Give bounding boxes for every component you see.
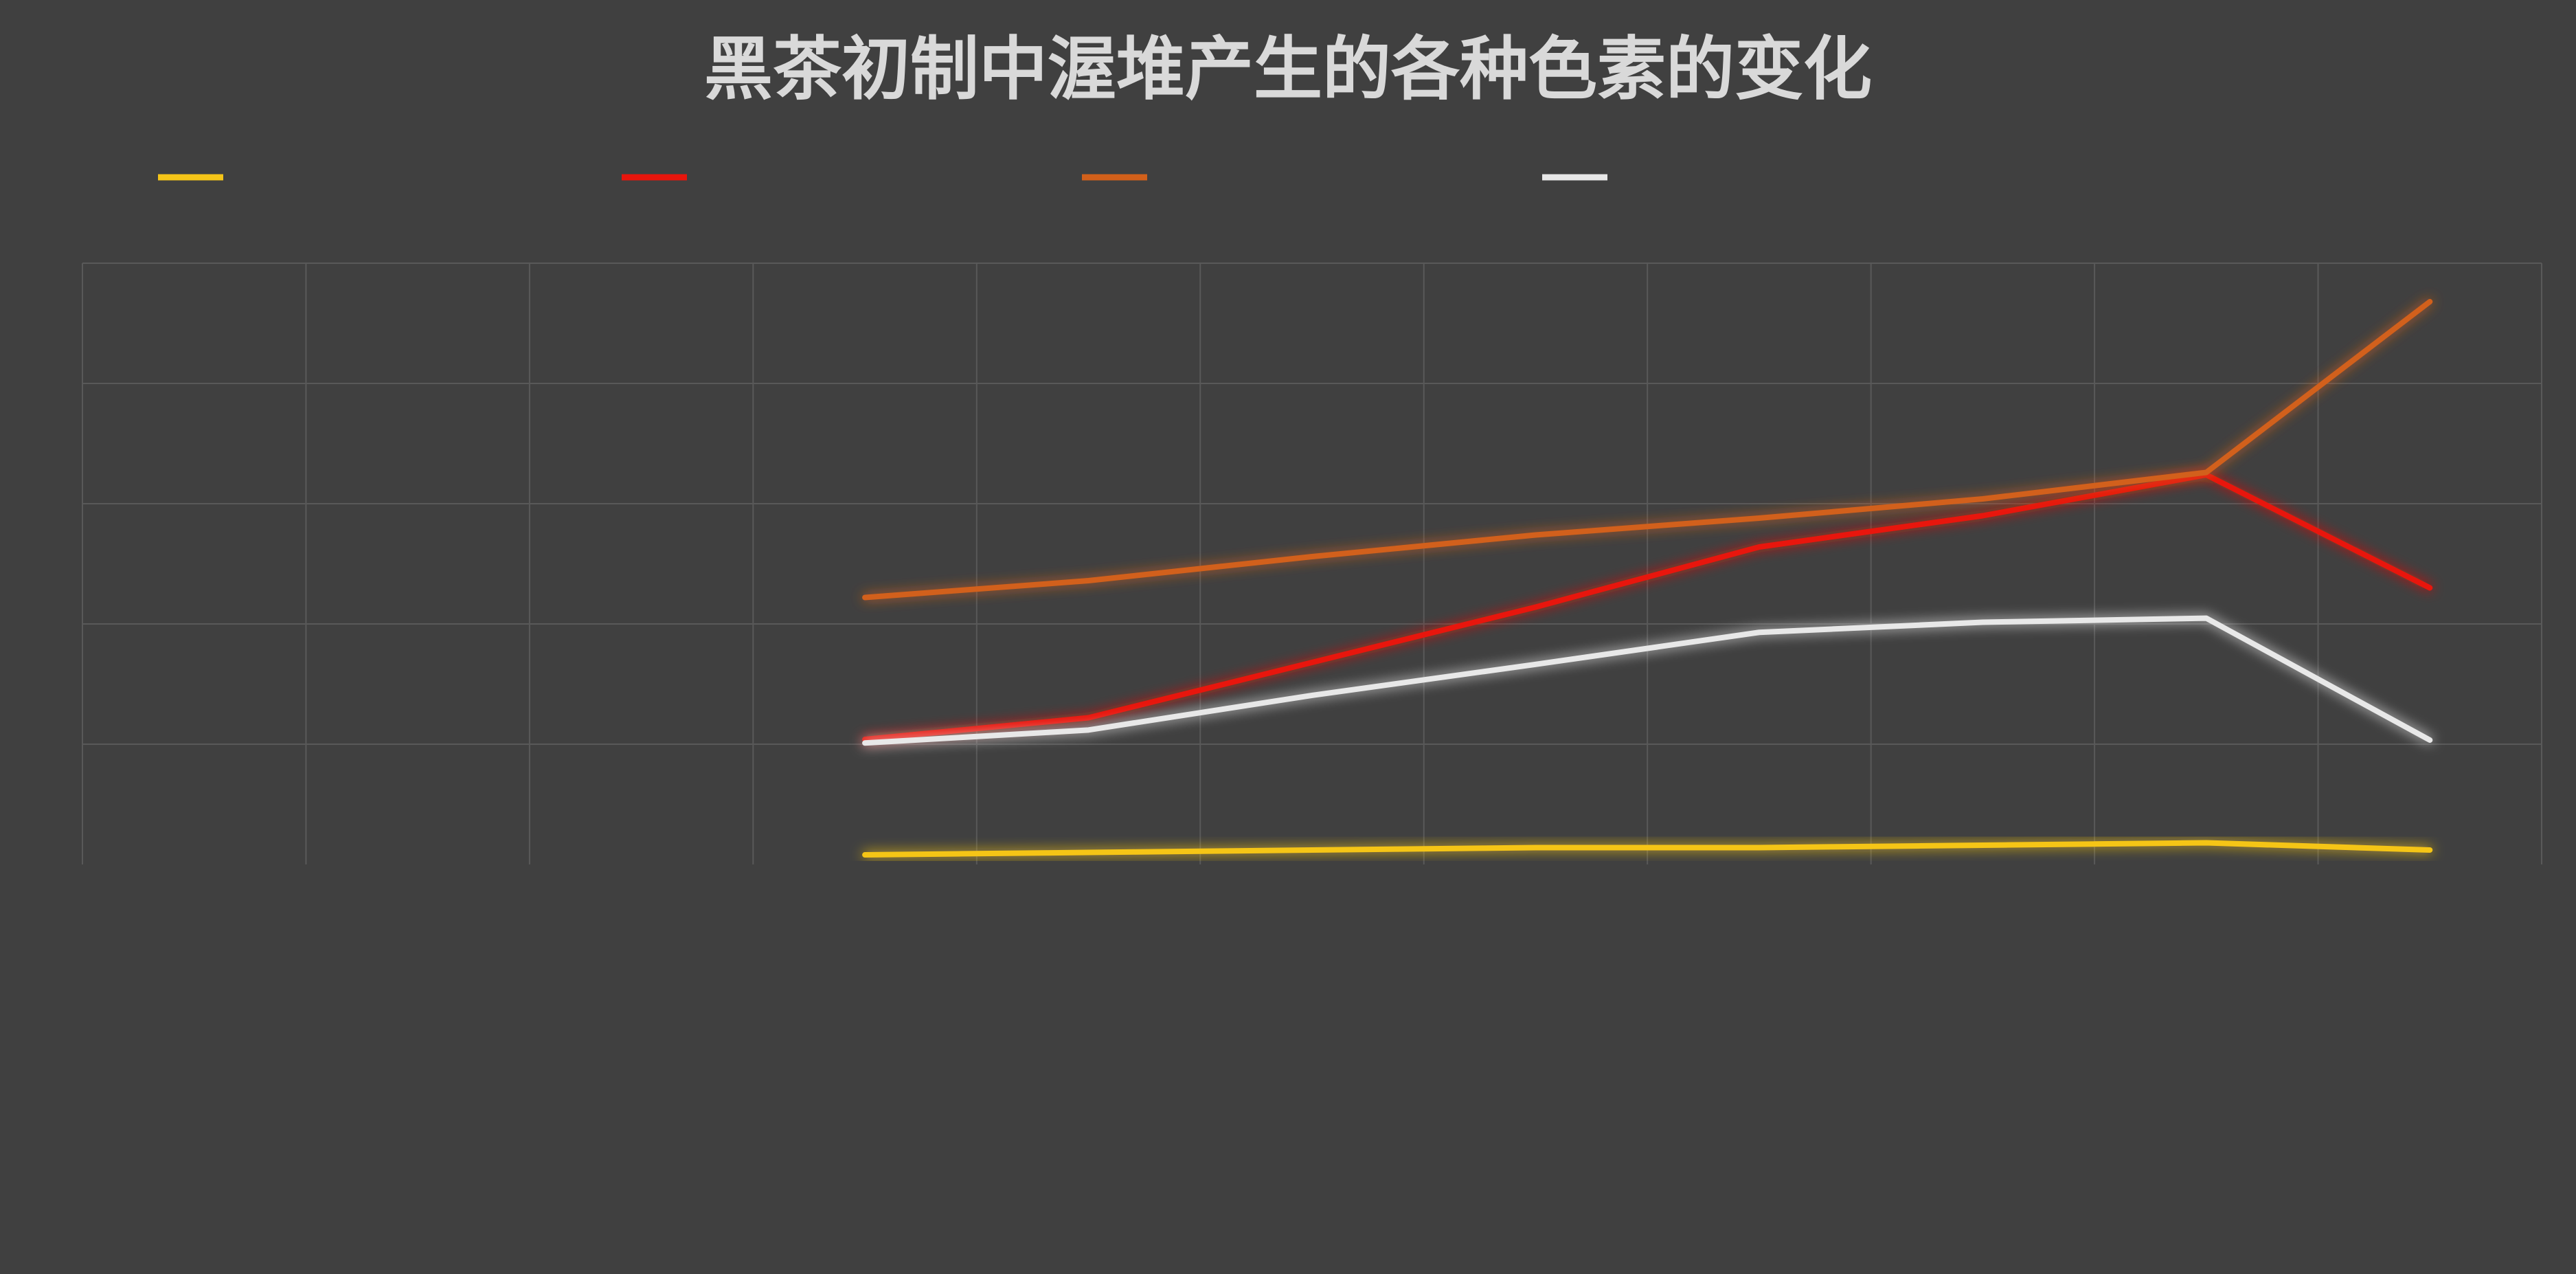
chart-title: 黑茶初制中渥堆产生的各种色素的变化 bbox=[704, 29, 1872, 109]
series-layer bbox=[862, 299, 2433, 858]
series-line-0 bbox=[862, 840, 2433, 858]
series-line-2 bbox=[862, 299, 2433, 601]
gridlines bbox=[82, 262, 2542, 864]
series-line-3 bbox=[862, 615, 2433, 746]
series-line-1 bbox=[862, 472, 2433, 742]
